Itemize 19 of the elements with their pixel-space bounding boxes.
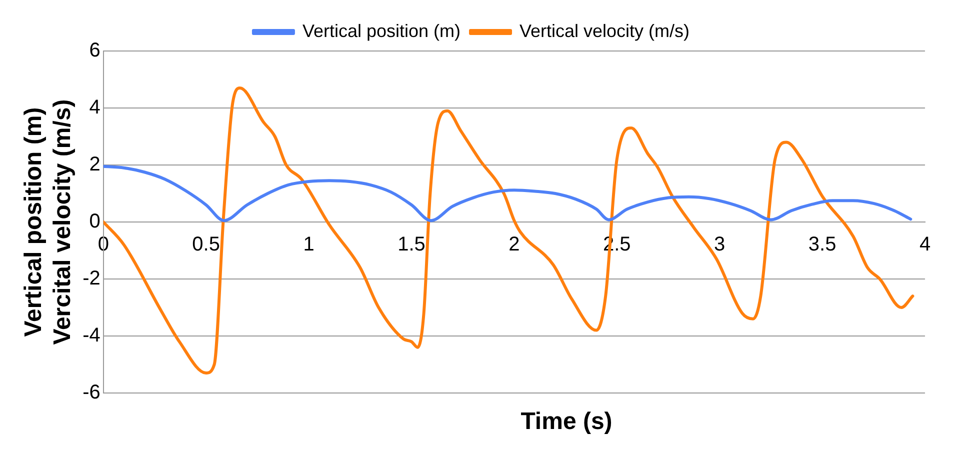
x-axis-title: Time (s) <box>520 408 614 436</box>
x-tick-label: 3.5 <box>808 234 836 256</box>
y-tick-label: -6 <box>82 382 100 404</box>
x-tick-label: 1.5 <box>398 234 426 256</box>
x-tick-label: 1 <box>303 234 314 256</box>
x-tick-label: 3 <box>714 234 726 256</box>
y-tick-label: 4 <box>89 96 100 119</box>
y-axis-title: Vertical position (m) Vercital velocity (m/s) <box>20 99 76 345</box>
y-tick-label: 6 <box>89 40 100 62</box>
legend-label: Vertical position (m) <box>302 20 461 41</box>
x-tick-label: 0.5 <box>192 234 220 256</box>
y-tick-label: 0 <box>89 210 100 233</box>
line-series <box>103 164 912 222</box>
x-tick-label: 4 <box>919 234 931 256</box>
y-tick-label: -2 <box>82 268 100 290</box>
y-tick-label: 2 <box>89 154 100 176</box>
y-tick-label: -4 <box>82 324 100 347</box>
legend-label: Vertical velocity (m/s) <box>520 20 690 41</box>
x-tick-label: 2 <box>508 234 520 256</box>
